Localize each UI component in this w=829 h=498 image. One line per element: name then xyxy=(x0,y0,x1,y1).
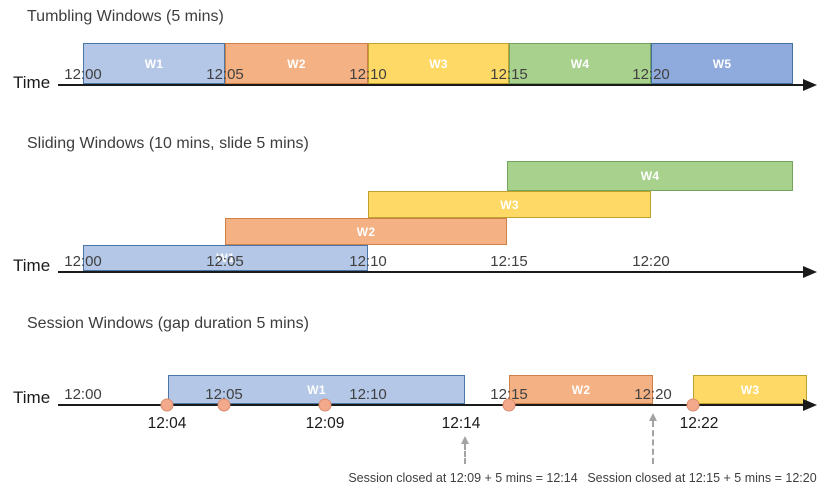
axis-tick-label: 12:05 xyxy=(206,66,244,83)
diagram-title-tumbling: Tumbling Windows (5 mins) xyxy=(27,8,224,25)
axis-tick-label: 12:15 xyxy=(490,66,528,83)
event-dot xyxy=(160,398,174,412)
window-bar-w2: W2 xyxy=(225,218,507,245)
time-axis-label: Time xyxy=(13,256,51,275)
event-dot xyxy=(217,398,231,412)
axis-tick-label: 12:20 xyxy=(634,386,672,403)
window-bar-w1: W1 xyxy=(83,245,368,271)
axis-tick-label: 12:15 xyxy=(490,386,528,403)
window-bar-label: W4 xyxy=(640,169,660,183)
session-close-arrow xyxy=(649,413,657,464)
event-time-label: 12:04 xyxy=(147,415,187,432)
session-close-caption: Session closed at 12:09 + 5 mins = 12:14 xyxy=(348,471,578,485)
time-axis-label: Time xyxy=(13,388,51,407)
axis-arrowhead-icon xyxy=(803,399,817,411)
axis-tick-label: 12:00 xyxy=(64,386,102,403)
time-axis-line xyxy=(58,84,805,86)
axis-arrowhead-icon xyxy=(803,79,817,91)
axis-tick-label: 12:20 xyxy=(632,66,670,83)
event-time-label: 12:22 xyxy=(679,415,719,432)
window-bar-label: W1 xyxy=(216,251,235,265)
session-close-arrow xyxy=(461,436,469,464)
window-bar-w4: W4 xyxy=(509,43,651,84)
window-bar-label: W5 xyxy=(712,56,732,71)
time-axis-line xyxy=(58,404,805,406)
window-bar-label: W3 xyxy=(500,197,519,212)
arrowhead-up-icon xyxy=(461,436,469,444)
window-bar-label: W2 xyxy=(287,56,306,71)
window-bar-label: W3 xyxy=(740,382,760,397)
axis-tick-label: 12:00 xyxy=(64,66,102,83)
window-bar-label: W1 xyxy=(144,56,164,71)
event-dot xyxy=(318,398,332,412)
window-bar-w2: W2 xyxy=(225,43,368,84)
time-axis-line xyxy=(58,271,805,273)
window-bar-w3: W3 xyxy=(693,375,807,404)
diagram-title-sliding: Sliding Windows (10 mins, slide 5 mins) xyxy=(27,135,309,152)
axis-tick-label: 12:15 xyxy=(490,253,528,270)
event-time-label: 12:14 xyxy=(441,415,481,432)
dashed-line xyxy=(464,444,466,464)
window-bar-w1: W1 xyxy=(168,375,465,404)
window-bar-w2: W2 xyxy=(509,375,653,404)
axis-arrowhead-icon xyxy=(803,266,817,278)
window-bar-label: W3 xyxy=(429,56,448,71)
dashed-line xyxy=(652,421,654,464)
axis-tick-label: 12:10 xyxy=(349,386,387,403)
window-bar-w3: W3 xyxy=(368,191,651,218)
window-bar-w5: W5 xyxy=(651,43,793,84)
session-close-caption: Session closed at 12:15 + 5 mins = 12:20 xyxy=(587,471,817,485)
diagram-title-session: Session Windows (gap duration 5 mins) xyxy=(27,315,309,332)
event-dot xyxy=(686,398,700,412)
window-bar-label: W2 xyxy=(571,382,591,397)
window-bar-w3: W3 xyxy=(368,43,509,84)
axis-tick-label: 12:20 xyxy=(632,253,670,270)
window-bar-label: W4 xyxy=(570,56,590,71)
axis-tick-label: 12:10 xyxy=(349,253,387,270)
event-time-label: 12:09 xyxy=(305,415,345,432)
event-dot xyxy=(502,398,516,412)
axis-tick-label: 12:05 xyxy=(206,253,244,270)
time-axis-label: Time xyxy=(13,73,51,92)
arrowhead-up-icon xyxy=(649,413,657,421)
axis-tick-label: 12:10 xyxy=(349,66,387,83)
window-bar-w4: W4 xyxy=(507,161,793,191)
window-bar-label: W1 xyxy=(307,382,326,397)
window-bar-w1: W1 xyxy=(83,43,225,84)
axis-tick-label: 12:00 xyxy=(64,253,102,270)
window-bar-label: W2 xyxy=(356,224,376,239)
axis-tick-label: 12:05 xyxy=(205,386,243,403)
